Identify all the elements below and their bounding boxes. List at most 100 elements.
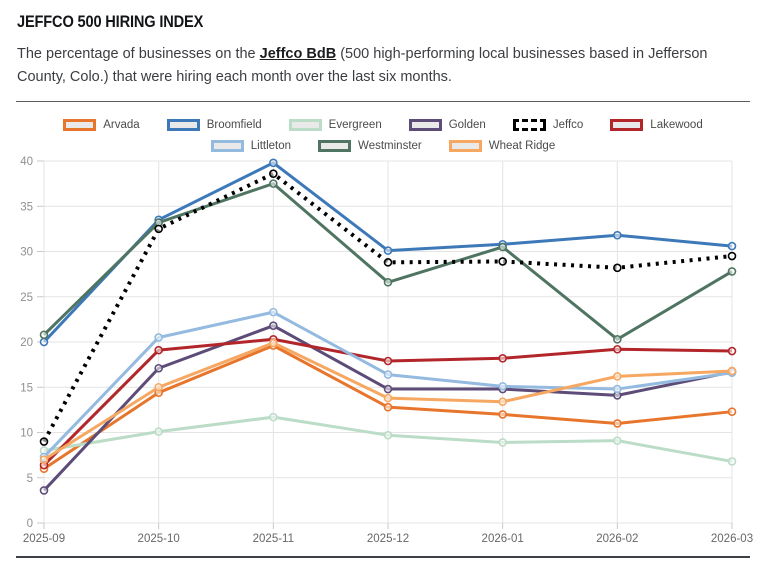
legend-label-lakewood: Lakewood bbox=[650, 119, 703, 131]
data-point-evergreen-2026-01 bbox=[498, 438, 507, 447]
legend-swatch-lakewood bbox=[610, 119, 644, 131]
data-point-wheat-ridge-2026-01 bbox=[498, 397, 507, 407]
y-tick-label-30: 30 bbox=[20, 247, 33, 259]
data-point-jeffco-2025-12 bbox=[383, 258, 393, 267]
y-tick-label-25: 25 bbox=[20, 292, 33, 304]
y-axis-labels: 0 5 10 15 20 25 30 35 40 bbox=[20, 156, 33, 530]
data-point-lakewood-2026-01 bbox=[498, 353, 507, 363]
data-point-jeffco-2025-09 bbox=[39, 437, 49, 446]
data-point-golden-2025-09 bbox=[39, 486, 49, 495]
legend-label-westminster: Westminster bbox=[358, 140, 422, 152]
hiring-index-chart: 0 5 10 15 20 25 30 35 40 2025-09 2025-10 2025-11 202… bbox=[0, 153, 766, 554]
page-title: JEFFCO 500 HIRING INDEX bbox=[17, 12, 204, 31]
data-point-evergreen-2025-10 bbox=[154, 427, 163, 436]
legend-swatch-littleton bbox=[210, 140, 244, 152]
legend-label-arvada: Arvada bbox=[103, 119, 140, 131]
legend-item-jeffco: Jeffco bbox=[512, 119, 584, 131]
data-point-littleton-2026-02 bbox=[613, 384, 622, 394]
data-point-evergreen-2025-11 bbox=[269, 412, 278, 422]
x-tick-label-2026-02: 2026-02 bbox=[596, 533, 638, 545]
data-point-broomfield-2026-02 bbox=[613, 230, 622, 240]
data-point-littleton-2025-10 bbox=[154, 333, 163, 342]
x-tick-label-2026-03: 2026-03 bbox=[711, 533, 753, 545]
data-point-broomfield-2026-03 bbox=[727, 241, 737, 251]
description-text-after: (500 high-performing local businesses ba… bbox=[17, 46, 708, 85]
series-lakewood bbox=[39, 334, 737, 470]
legend-item-evergreen: Evergreen bbox=[288, 119, 382, 131]
chart-description: The percentage of businesses on the Jeff… bbox=[17, 43, 731, 88]
data-point-westminster-2025-11 bbox=[269, 179, 278, 188]
jeffco-bdb-link[interactable]: Jeffco BdB bbox=[259, 46, 337, 62]
data-point-lakewood-2025-10 bbox=[154, 345, 163, 355]
data-point-evergreen-2025-12 bbox=[383, 430, 393, 440]
y-tick-label-40: 40 bbox=[20, 156, 33, 168]
legend-swatch-westminster bbox=[318, 140, 352, 152]
legend-item-wheat-ridge: Wheat Ridge bbox=[448, 140, 555, 152]
data-point-arvada-2025-12 bbox=[383, 402, 393, 412]
legend-item-golden: Golden bbox=[408, 119, 486, 131]
legend-item-broomfield: Broomfield bbox=[166, 119, 262, 131]
y-tick-label-10: 10 bbox=[20, 428, 33, 440]
x-axis-labels: 2025-09 2025-10 2025-11 2025-12 2026-01 2026-… bbox=[23, 533, 753, 545]
data-point-arvada-2026-02 bbox=[613, 419, 622, 428]
data-point-lakewood-2026-02 bbox=[613, 344, 622, 354]
x-tick-label-2025-12: 2025-12 bbox=[367, 533, 409, 545]
legend-label-golden: Golden bbox=[448, 119, 486, 131]
x-tick-label-2025-10: 2025-10 bbox=[138, 533, 180, 545]
data-point-jeffco-2025-10 bbox=[154, 224, 163, 234]
top-divider bbox=[16, 101, 750, 102]
x-tick-label-2025-11: 2025-11 bbox=[253, 533, 294, 545]
data-point-littleton-2025-12 bbox=[383, 370, 393, 379]
data-point-jeffco-2026-03 bbox=[727, 251, 737, 261]
gridlines bbox=[37, 160, 733, 529]
series-markers-lakewood bbox=[39, 334, 737, 470]
series-markers-jeffco bbox=[39, 169, 737, 446]
data-point-wheat-ridge-2025-10 bbox=[154, 382, 163, 392]
bottom-divider bbox=[16, 556, 750, 558]
data-point-arvada-2026-01 bbox=[498, 410, 507, 419]
series-wheat-ridge bbox=[39, 338, 737, 464]
data-point-lakewood-2026-03 bbox=[727, 346, 737, 356]
data-point-lakewood-2025-12 bbox=[383, 356, 393, 366]
data-point-westminster-2026-03 bbox=[727, 267, 737, 276]
legend-label-littleton: Littleton bbox=[250, 140, 292, 152]
header: JEFFCO 500 HIRING INDEX The percentage o… bbox=[0, 0, 766, 88]
series-markers-westminster bbox=[39, 179, 737, 344]
y-tick-label-20: 20 bbox=[20, 337, 33, 349]
data-point-jeffco-2026-02 bbox=[613, 263, 622, 273]
data-point-golden-2025-12 bbox=[383, 384, 393, 394]
y-tick-label-35: 35 bbox=[20, 201, 33, 213]
data-point-wheat-ridge-2025-11 bbox=[269, 338, 278, 348]
data-point-evergreen-2026-03 bbox=[727, 457, 737, 466]
legend-swatch-wheat-ridge bbox=[448, 140, 482, 152]
data-point-evergreen-2026-02 bbox=[613, 436, 622, 445]
description-text-before: The percentage of businesses on the bbox=[17, 46, 260, 62]
legend-swatch-golden bbox=[408, 119, 442, 131]
y-tick-label-15: 15 bbox=[20, 382, 33, 394]
data-point-westminster-2026-02 bbox=[613, 334, 622, 344]
data-point-broomfield-2025-09 bbox=[39, 337, 49, 347]
legend-swatch-jeffco bbox=[512, 119, 546, 131]
series-jeffco bbox=[39, 169, 737, 446]
data-point-littleton-2025-11 bbox=[269, 307, 278, 317]
data-point-wheat-ridge-2025-09 bbox=[39, 455, 49, 464]
series-markers-wheat-ridge bbox=[39, 338, 737, 464]
legend-item-lakewood: Lakewood bbox=[610, 119, 703, 131]
data-point-jeffco-2025-11 bbox=[269, 169, 278, 178]
data-point-jeffco-2026-01 bbox=[498, 257, 507, 266]
legend-label-jeffco: Jeffco bbox=[552, 119, 584, 131]
data-point-broomfield-2025-11 bbox=[269, 158, 278, 168]
legend-swatch-evergreen bbox=[288, 119, 322, 131]
chart-legend: Arvada Broomfield Evergreen Golden Jeffco Lak… bbox=[0, 102, 766, 153]
legend-item-westminster: Westminster bbox=[318, 140, 422, 152]
data-point-westminster-2026-01 bbox=[498, 242, 507, 252]
legend-item-littleton: Littleton bbox=[210, 140, 292, 152]
data-point-westminster-2025-09 bbox=[39, 330, 49, 340]
y-tick-label-5: 5 bbox=[27, 473, 33, 485]
series-westminster bbox=[39, 179, 737, 344]
x-tick-label-2026-01: 2026-01 bbox=[482, 533, 524, 545]
data-point-golden-2025-11 bbox=[269, 321, 278, 331]
x-tick-label-2025-09: 2025-09 bbox=[23, 533, 65, 545]
data-point-wheat-ridge-2026-02 bbox=[613, 372, 622, 381]
